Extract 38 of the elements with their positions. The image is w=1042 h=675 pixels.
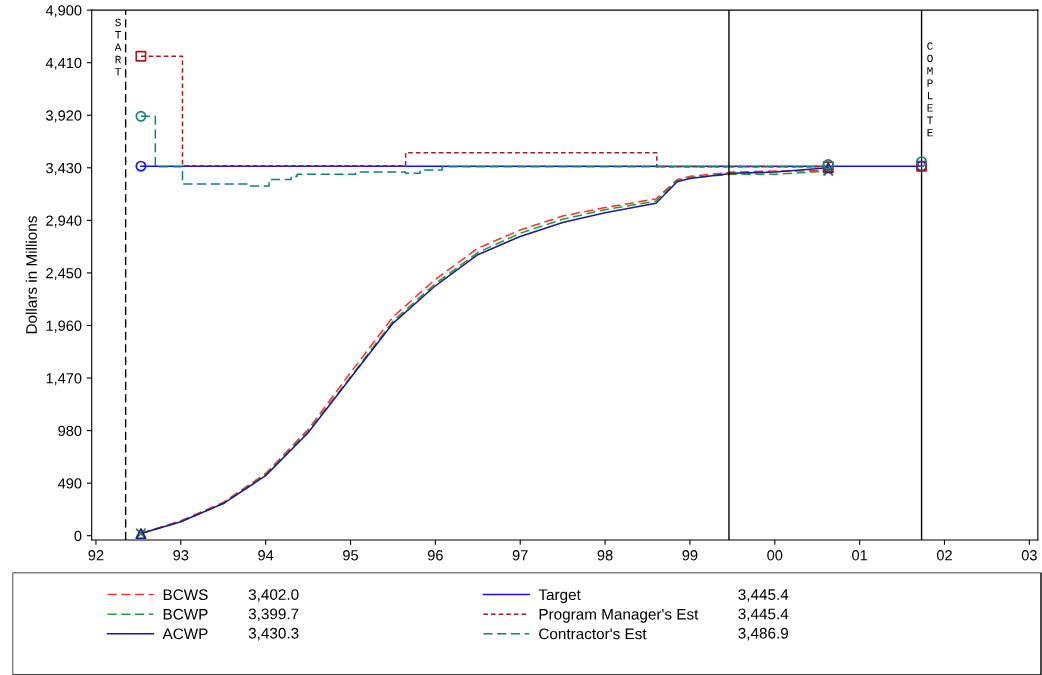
legend-label: ACWP (162, 628, 208, 640)
y-tick-label: 1,960 (46, 320, 82, 333)
x-tick-label: 94 (258, 550, 274, 561)
x-tick-label: 98 (597, 550, 613, 561)
y-tick-label: 490 (57, 478, 82, 489)
ref-line-label: COMPLETE (927, 42, 933, 137)
text: 3,402.0 (248, 589, 299, 602)
text: 3,445.4 (738, 608, 789, 622)
x-tick-label: 96 (427, 550, 443, 561)
text: 3,486.9 (738, 627, 789, 641)
x-tick-label: 03 (1021, 550, 1037, 561)
text: 3,445.4 (738, 589, 789, 602)
text: 3,399.7 (248, 608, 299, 622)
y-tick-label: 4,410 (45, 57, 82, 70)
x-tick-label: 01 (852, 550, 868, 561)
y-tick-label: 3,430 (46, 162, 82, 175)
text: 3,430.3 (248, 627, 299, 641)
x-tick-label: 02 (936, 550, 952, 561)
x-tick-label: 92 (88, 550, 104, 561)
y-tick-label: 4,900 (45, 5, 82, 18)
y-tick-label: 2,450 (46, 268, 82, 281)
legend-label: BCWP (163, 608, 208, 620)
ref-line-label: START (114, 18, 122, 76)
y-tick-label: 3,920 (46, 110, 82, 123)
legend-label: Program Manager's Est (539, 609, 699, 623)
y-tick-label: 1,470 (46, 373, 82, 386)
x-tick-label: 99 (682, 550, 698, 561)
legend-label: BCWS (163, 589, 208, 601)
y-tick-label: 980 (58, 425, 82, 437)
legend-label: Contractor's Est (539, 628, 647, 640)
y-axis-title: Dollars in Millions (25, 216, 37, 334)
x-tick-label: 95 (343, 550, 358, 561)
x-tick-label: 97 (512, 550, 528, 561)
legend-label: Target (538, 589, 581, 604)
y-tick-label: 0 (74, 530, 82, 542)
x-tick-label: 93 (173, 550, 189, 561)
y-tick-label: 2,940 (46, 215, 82, 228)
x-tick-label: 00 (767, 550, 783, 561)
